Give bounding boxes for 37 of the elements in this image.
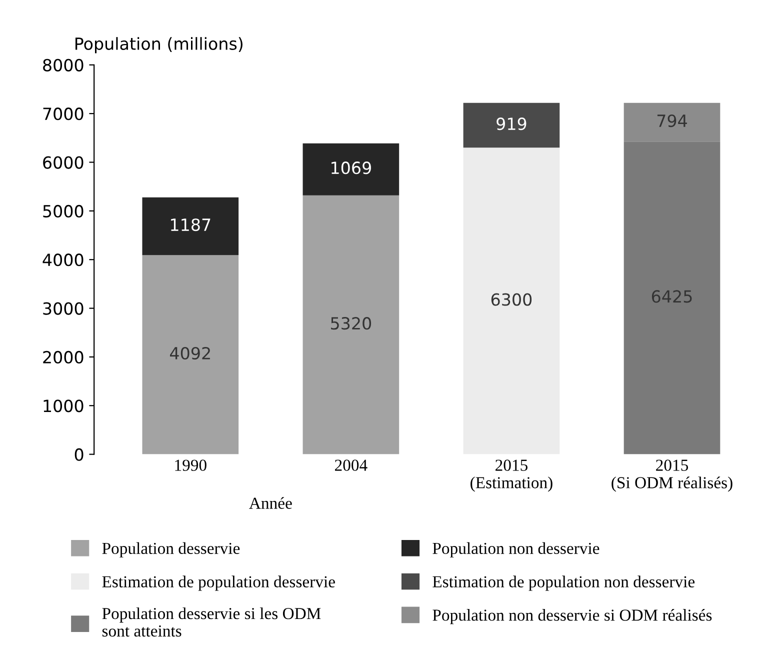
y-tick-label: 5000 (43, 204, 84, 218)
bar (463, 102, 560, 148)
x-tick-label: 2004 (335, 460, 368, 471)
legend-label: Population desservie (102, 542, 240, 558)
bar (624, 142, 720, 454)
y-tick-label: 0 (74, 448, 84, 461)
data-label: 6300 (491, 293, 532, 306)
y-tick-label: 8000 (43, 58, 84, 72)
legend-label: Population non desservie si ODM réalisés (432, 609, 712, 624)
x-axis-title: Année (249, 497, 292, 509)
bar (142, 255, 239, 454)
x-tick-label: 2015 (Si ODM réalisés) (612, 460, 732, 492)
y-tick-label: 3000 (43, 302, 84, 315)
y-tick-label: 4000 (42, 254, 84, 266)
legend-label: Estimation de population non desservie (432, 576, 695, 591)
x-tick-label: 2015 (Estimation) (470, 460, 552, 492)
data-label: 919 (496, 118, 526, 130)
bar (624, 102, 720, 142)
bar (302, 143, 400, 196)
x-tick-label: 1990 (175, 460, 206, 471)
bar (463, 148, 560, 454)
y-tick-label: 2000 (43, 350, 84, 364)
y-tick-label: 1000 (44, 400, 84, 412)
legend-label: Estimation de population desservie (102, 576, 335, 591)
data-label: 1069 (332, 162, 371, 174)
y-tick-label: 6000 (43, 156, 84, 169)
bar (302, 195, 400, 454)
y-axis-title: Population (millions) (75, 37, 242, 54)
y-tick-label: 7000 (43, 108, 84, 120)
legend-label: Population desservie si les ODM sont atteints (102, 607, 321, 637)
data-label: 5320 (331, 317, 372, 330)
legend-label: Population non desservie (432, 542, 600, 558)
data-label: 4092 (170, 346, 210, 360)
data-label: 6425 (652, 290, 692, 303)
bar (142, 197, 239, 256)
data-label: 1187 (171, 218, 210, 232)
data-label: 794 (657, 114, 687, 128)
